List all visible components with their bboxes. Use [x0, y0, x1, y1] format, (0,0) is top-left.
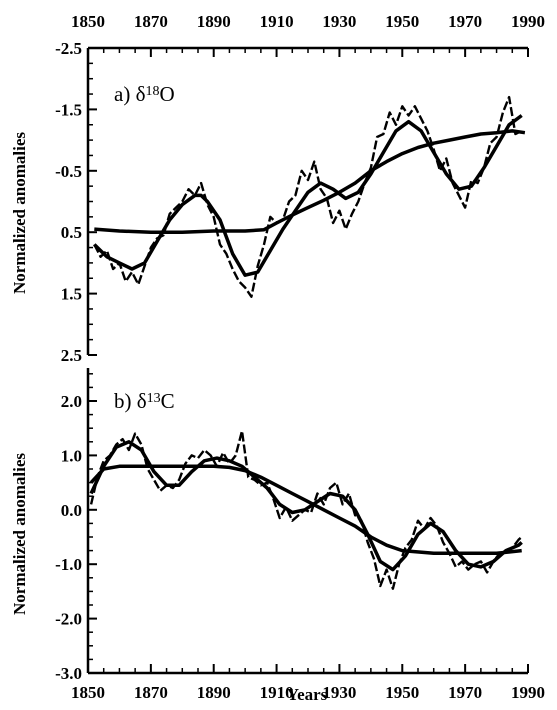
panel-a-x-tick-label-1890: 1890 — [197, 12, 231, 31]
panel-b-x-axis: 1850 1870 1890 1910 1930 1950 1970 1990 — [71, 664, 545, 702]
panel-b-x-tick-label-1890: 1890 — [197, 683, 231, 702]
panel-b-y-tick-label-2: 0.0 — [61, 501, 82, 520]
panel-a-y-tick-label-4: 1.5 — [61, 285, 82, 304]
panel-b-series-smooth — [89, 440, 523, 572]
panel-b-x-tick-label-1990: 1990 — [511, 683, 545, 702]
panel-b-y-tick-label-4: -2.0 — [55, 610, 82, 629]
panel-a-y-tick-label-0: -2.5 — [55, 39, 82, 58]
panel-b-label-superscript: 13 — [147, 391, 161, 406]
panel-a-label-prefix: a) δ — [114, 82, 146, 106]
panel-b-label: b) δ13C — [114, 389, 175, 413]
panel-a-label-suffix: O — [159, 82, 174, 106]
panel-b-x-tick-label-1950: 1950 — [385, 683, 419, 702]
panel-b-series — [89, 429, 523, 590]
panel-b-x-tick-label-1930: 1930 — [322, 683, 356, 702]
panel-b-x-tick-label-1850: 1850 — [71, 683, 105, 702]
panel-a-y-axis-title: Normalized anomalies — [10, 132, 29, 294]
panel-a-y-axis: -2.5 -1.5 -0.5 0.5 1.5 2.5 — [55, 39, 97, 365]
panel-a-y-tick-label-3: 0.5 — [61, 223, 82, 242]
panel-a-x-axis: 1850 1870 1890 1910 1930 1950 1970 1990 — [71, 12, 545, 57]
panel-a-x-tick-label-1850: 1850 — [71, 12, 105, 31]
panel-a-x-tick-label-1970: 1970 — [448, 12, 482, 31]
panel-b-y-tick-label-1: 1.0 — [61, 446, 82, 465]
panel-b-x-tick-label-1910: 1910 — [260, 683, 294, 702]
panel-a-x-tick-label-1870: 1870 — [134, 12, 168, 31]
panel-a-y-tick-label-5: 2.5 — [61, 346, 82, 365]
panel-b-x-axis-title: Years — [287, 685, 328, 704]
panel-a-series-smooth — [93, 114, 523, 277]
panel-a-x-tick-label-1990: 1990 — [511, 12, 545, 31]
panel-b-series-dashed-thin — [89, 429, 523, 590]
panel-a-x-tick-label-1930: 1930 — [322, 12, 356, 31]
panel-a-y-tick-label-2: -0.5 — [55, 162, 82, 181]
panel-b-y-tick-label-5: -3.0 — [55, 664, 82, 683]
panel-b-x-tick-label-1870: 1870 — [134, 683, 168, 702]
panel-b-y-tick-label-3: -1.0 — [55, 555, 82, 574]
panel-b-y-axis-title: Normalized anomalies — [10, 453, 29, 615]
panel-a-series-dashed-thin — [93, 95, 523, 298]
panel-a-series-trend — [94, 129, 526, 234]
panel-a-label: a) δ18O — [114, 82, 175, 106]
panel-b-series-trend — [89, 464, 522, 556]
panel-a-x-tick-label-1910: 1910 — [260, 12, 294, 31]
panel-b-label-suffix: C — [161, 389, 175, 413]
panel-b-y-axis: 2.0 1.0 0.0 -1.0 -2.0 -3.0 — [55, 373, 97, 683]
panel-a-y-tick-label-1: -1.5 — [55, 100, 82, 119]
panel-a-label-superscript: 18 — [145, 84, 159, 99]
panel-b-d13c: 1850 1870 1890 1910 1930 1950 1970 1990 2.0 1.0 0… — [10, 368, 545, 704]
panel-b-x-tick-label-1970: 1970 — [448, 683, 482, 702]
panel-b-y-tick-label-0: 2.0 — [61, 392, 82, 411]
panel-a-series — [93, 95, 526, 298]
panel-a-x-tick-label-1950: 1950 — [385, 12, 419, 31]
panel-a-d18o: 1850 1870 1890 1910 1930 1950 1970 1990 -2.5 -1.… — [10, 12, 545, 365]
panel-b-label-prefix: b) δ — [114, 389, 147, 413]
